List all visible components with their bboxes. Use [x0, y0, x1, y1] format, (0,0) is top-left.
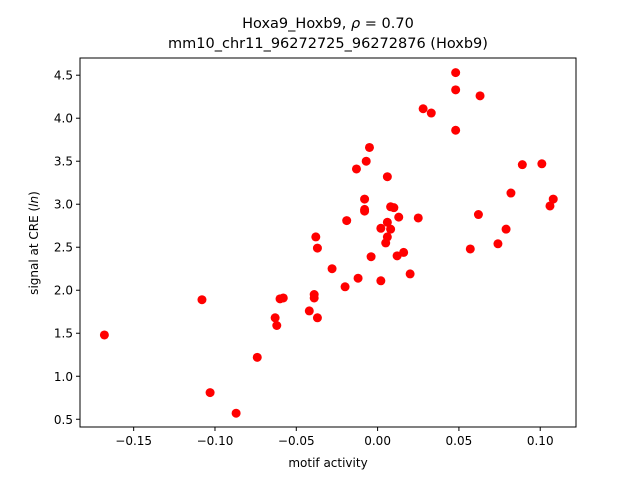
data-point	[366, 252, 376, 262]
data-point	[405, 269, 415, 279]
y-tick-label: 4.0	[54, 112, 73, 126]
data-point	[465, 244, 475, 254]
data-point	[389, 203, 399, 213]
data-point	[361, 156, 371, 166]
y-tick-label: 2.0	[54, 284, 73, 298]
y-tick-label: 3.0	[54, 198, 73, 212]
data-point	[351, 164, 361, 174]
y-tick-label: 1.0	[54, 370, 73, 384]
data-point	[475, 91, 485, 101]
data-point	[311, 232, 321, 242]
x-tick-label: 0.10	[527, 434, 554, 448]
data-point	[418, 104, 428, 114]
y-tick-label: 3.5	[54, 155, 73, 169]
data-point	[304, 306, 314, 316]
plot-frame	[79, 57, 577, 428]
y-tick-label: 4.5	[54, 69, 73, 83]
x-axis: −0.15 −0.10 −0.05 0.00 0.05 0.10	[115, 427, 554, 448]
data-point	[493, 239, 503, 249]
y-axis: 0.5 1.0 1.5 2.0 2.5 3.0 3.5 4.0 4.5	[54, 69, 80, 427]
data-point	[501, 224, 511, 234]
data-point	[506, 188, 516, 198]
data-point	[270, 313, 280, 323]
data-point	[451, 85, 461, 95]
x-axis-label: motif activity	[288, 456, 367, 470]
data-point	[537, 159, 547, 169]
data-point	[382, 232, 392, 242]
data-point	[382, 172, 392, 182]
data-point	[278, 293, 288, 303]
y-tick-label: 0.5	[54, 413, 73, 427]
data-point	[360, 206, 370, 216]
y-tick-label: 1.5	[54, 327, 73, 341]
data-point	[545, 201, 555, 211]
data-point	[327, 264, 337, 274]
data-point	[342, 216, 352, 226]
data-point	[473, 210, 483, 220]
data-point	[376, 223, 386, 233]
data-point	[394, 212, 404, 222]
data-point	[99, 330, 109, 340]
x-tick-label: 0.00	[364, 434, 391, 448]
data-point	[353, 273, 363, 283]
data-point	[399, 247, 409, 257]
data-point	[360, 194, 370, 204]
y-tick-label: 2.5	[54, 241, 73, 255]
data-point	[382, 217, 392, 227]
data-point	[426, 108, 436, 118]
x-tick-label: 0.05	[446, 434, 473, 448]
data-point	[517, 160, 527, 170]
data-point	[272, 321, 282, 331]
data-point	[548, 194, 558, 204]
data-point	[451, 68, 461, 78]
data-point	[386, 224, 396, 234]
x-tick-label: −0.15	[115, 434, 152, 448]
x-tick-label: −0.05	[278, 434, 315, 448]
data-point	[413, 213, 423, 223]
data-point	[340, 282, 350, 292]
y-axis-label: signal at CRE (ln)	[27, 191, 41, 295]
data-point	[252, 352, 262, 362]
plot-area	[99, 68, 558, 418]
data-point	[312, 313, 322, 323]
data-point	[312, 243, 322, 253]
data-point	[376, 276, 386, 286]
chart-title-line-1: Hoxa9_Hoxb9, ρ = 0.70	[242, 16, 414, 32]
data-point	[197, 295, 207, 305]
data-point	[309, 293, 319, 303]
x-tick-label: −0.10	[197, 434, 234, 448]
data-point	[205, 388, 215, 398]
data-point	[364, 142, 374, 152]
data-point	[451, 125, 461, 135]
chart-title-line-2: mm10_chr11_96272725_96272876 (Hoxb9)	[168, 36, 488, 52]
data-point	[231, 408, 241, 418]
